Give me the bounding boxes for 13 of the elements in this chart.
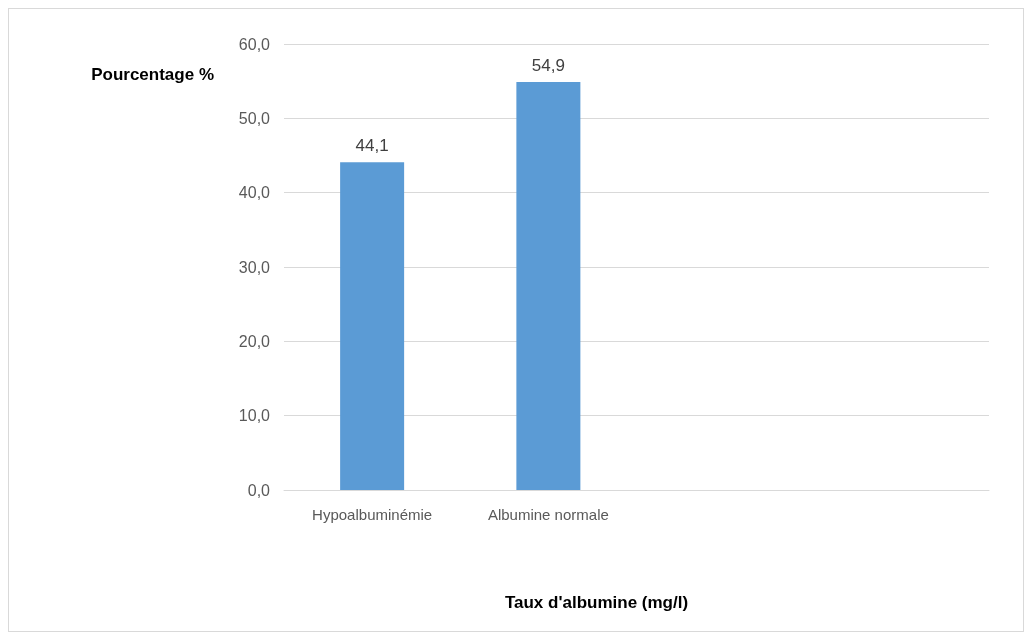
y-tick-label: 60,0 — [238, 35, 271, 53]
y-tick-label: 30,0 — [238, 258, 271, 276]
y-axis-title: Pourcentage % — [91, 65, 214, 84]
y-tick-label: 0,0 — [247, 481, 271, 499]
y-tick-label: 20,0 — [238, 332, 271, 350]
y-tick-label: 10,0 — [238, 407, 271, 425]
x-axis-title: Taux d'albumine (mg/l) — [504, 593, 689, 612]
data-label: 44,1 — [355, 136, 389, 156]
data-label: 54,9 — [531, 55, 565, 75]
y-tick-label: 40,0 — [238, 184, 271, 202]
x-tick-label: Albumine normale — [487, 505, 609, 523]
x-tick-label: Hypoalbuminémie — [312, 505, 433, 523]
y-tick-label: 50,0 — [238, 109, 271, 127]
